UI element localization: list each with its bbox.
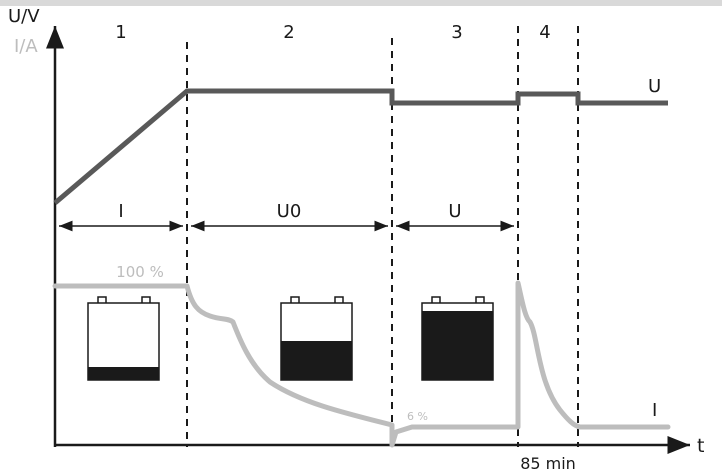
voltage-curve-label: U [648, 76, 661, 97]
y-axis-label-current: I/A [14, 36, 38, 57]
mode-label-u: U [448, 201, 461, 222]
battery-icon-low [87, 296, 160, 381]
voltage-curve [53, 88, 668, 205]
battery-icon-half [280, 296, 353, 381]
phase-label-1: 1 [115, 22, 126, 43]
phase-label-4: 4 [539, 22, 550, 43]
current-curve-label: I [652, 400, 657, 421]
phase-label-2: 2 [283, 22, 294, 43]
top-band [0, 0, 722, 6]
current-min-label: 6 % [407, 410, 428, 423]
current-start-label: 100 % [116, 263, 164, 281]
current-curve [52, 280, 671, 448]
phase-label-3: 3 [451, 22, 462, 43]
x-axis-marker: 85 min [520, 454, 576, 471]
y-axis-label-voltage: U/V [8, 6, 40, 27]
x-axis-label: t [697, 435, 704, 457]
mode-label-u0: U0 [277, 201, 302, 222]
mode-label-i: I [118, 201, 123, 222]
battery-icon-full [421, 296, 494, 381]
